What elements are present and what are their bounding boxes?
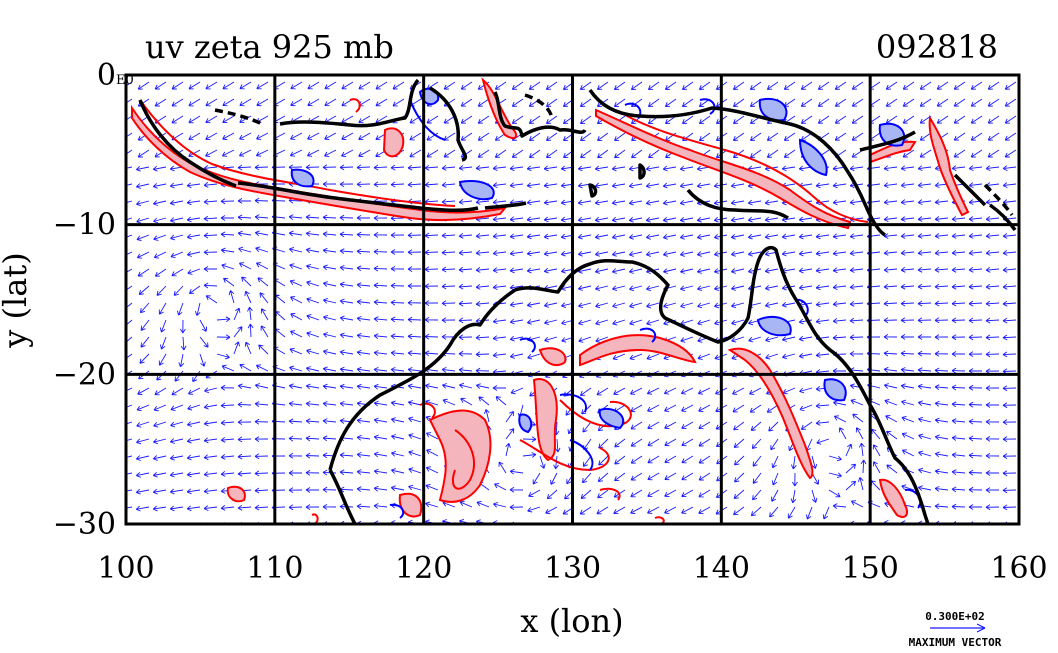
vector-key-arrowhead <box>976 623 986 633</box>
x-tick-label: 150 <box>842 551 899 586</box>
lat-lon-grid <box>126 75 1019 524</box>
y-axis-label: y (lat) <box>0 252 34 348</box>
vector-key: 0.300E+02 MAXIMUM VECTOR <box>909 610 1002 649</box>
corner-label: E0 <box>116 73 134 88</box>
plot-area <box>124 73 1021 526</box>
y-tick-label: 0 <box>97 58 116 93</box>
y-tick-label: −30 <box>53 507 116 542</box>
vorticity-contours <box>131 77 970 524</box>
coast-borneo <box>279 78 420 128</box>
x-tick-label: 120 <box>395 551 452 586</box>
x-tick-label: 110 <box>246 551 303 586</box>
coast-new-guinea <box>588 88 886 237</box>
coast-australia <box>328 245 930 524</box>
y-tick-label: −20 <box>53 357 116 392</box>
x-tick-label: 140 <box>693 551 750 586</box>
map-timestamp: 092818 <box>876 28 998 66</box>
coast-sumatra <box>138 99 237 188</box>
y-tick-label: −10 <box>53 208 116 243</box>
x-tick-label: 160 <box>990 551 1047 586</box>
x-axis-label: x (lon) <box>520 602 623 640</box>
vector-key-label: MAXIMUM VECTOR <box>909 636 1002 649</box>
x-tick-label: 100 <box>97 551 154 586</box>
coast-java <box>237 181 479 213</box>
plot-frame <box>124 73 1021 526</box>
coastlines <box>138 78 1017 524</box>
y-tick-labels: 0 −10 −20 −30 <box>53 58 116 542</box>
coast-sulawesi <box>493 91 587 138</box>
x-tick-labels: 100 110 120 130 140 150 160 <box>97 551 1047 586</box>
positive-vorticity-areas <box>131 77 970 518</box>
x-tick-label: 130 <box>544 551 601 586</box>
map-title: uv zeta 925 mb <box>145 28 394 66</box>
positive-vorticity-contours <box>139 98 869 524</box>
vector-key-value: 0.300E+02 <box>925 610 985 623</box>
negative-vorticity-areas <box>290 87 906 434</box>
